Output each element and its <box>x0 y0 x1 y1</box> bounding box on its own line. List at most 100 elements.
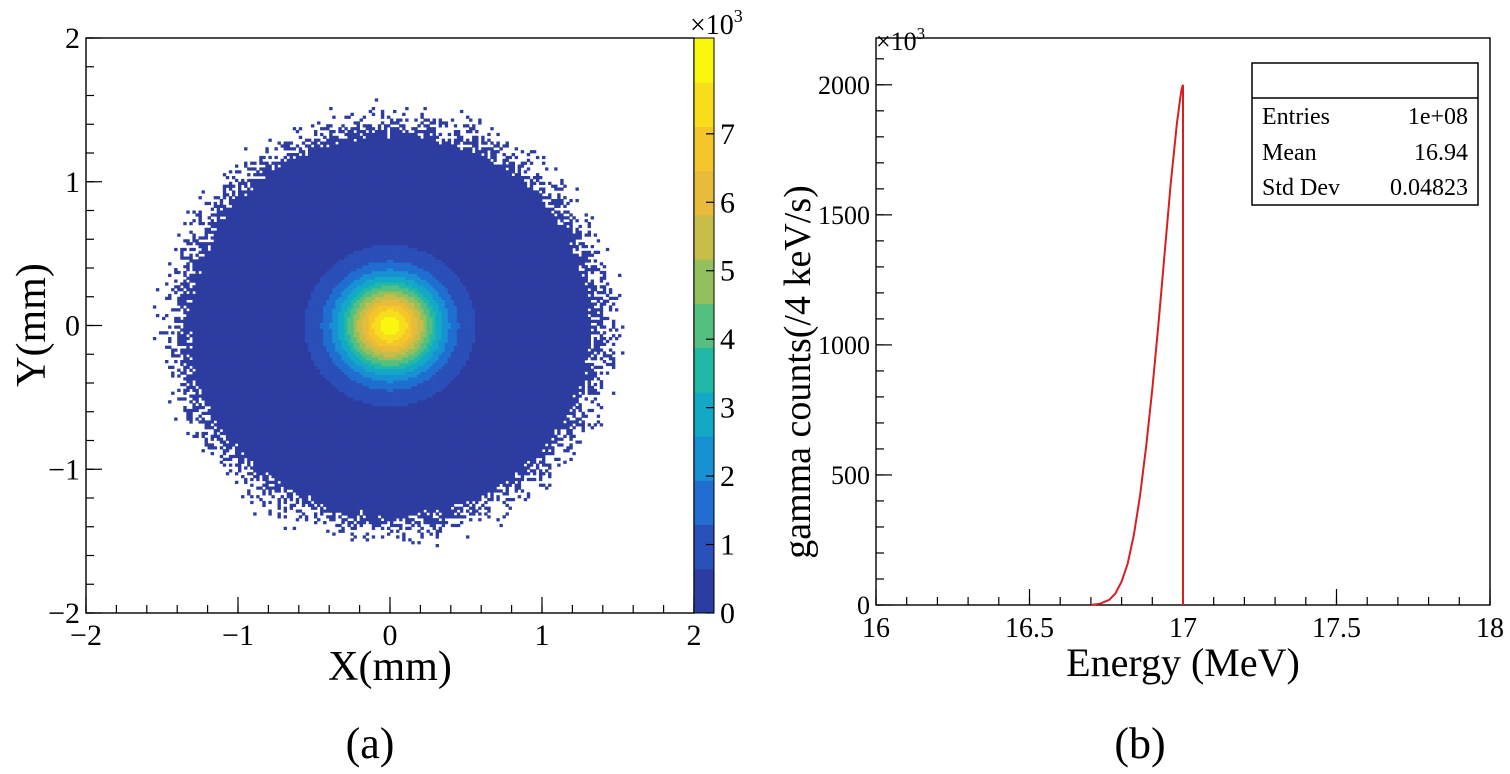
heatmap-cell <box>238 366 241 369</box>
heatmap-cell <box>256 288 259 291</box>
heatmap-cell <box>202 288 205 291</box>
heatmap-cell <box>302 285 305 288</box>
heatmap-cell <box>247 326 250 329</box>
heatmap-cell <box>326 320 329 323</box>
heatmap-cell <box>311 188 314 191</box>
heatmap-cell <box>217 323 220 326</box>
heatmap-cell <box>293 254 296 257</box>
heatmap-cell <box>241 403 244 406</box>
heatmap-cell <box>250 228 253 231</box>
heatmap-cell <box>323 254 326 257</box>
heatmap-cell <box>305 308 308 311</box>
heatmap-cell <box>308 441 311 444</box>
heatmap-cell <box>198 259 201 262</box>
heatmap-cell <box>265 297 268 300</box>
heatmap-cell <box>177 374 180 377</box>
heatmap-cell <box>223 257 226 260</box>
heatmap-cell <box>326 346 329 349</box>
heatmap-cell <box>308 288 311 291</box>
heatmap-cell <box>311 234 314 237</box>
heatmap-cell <box>308 303 311 306</box>
heatmap-cell <box>250 245 253 248</box>
heatmap-cell <box>238 248 241 251</box>
heatmap-cell <box>287 484 290 487</box>
heatmap-cell <box>208 202 211 205</box>
heatmap-cell <box>238 386 241 389</box>
heatmap-cell <box>323 285 326 288</box>
heatmap-cell <box>284 331 287 334</box>
heatmap-cell <box>223 377 226 380</box>
heatmap-cell <box>250 331 253 334</box>
heatmap-cell <box>274 409 277 412</box>
heatmap-cell <box>265 435 268 438</box>
heatmap-cell <box>293 193 296 196</box>
heatmap-cell <box>317 156 320 159</box>
heatmap-cell <box>329 340 332 343</box>
heatmap-cell <box>253 363 256 366</box>
heatmap-cell <box>183 389 186 392</box>
heatmap-cell <box>314 458 317 461</box>
heatmap-cell <box>299 443 302 446</box>
heatmap-cell <box>314 182 317 185</box>
heatmap-cell <box>314 507 317 510</box>
heatmap-cell <box>177 397 180 400</box>
heatmap-cell <box>253 265 256 268</box>
heatmap-cell <box>293 199 296 202</box>
heatmap-cell <box>247 372 250 375</box>
heatmap-cell <box>229 222 232 225</box>
heatmap-cell <box>311 366 314 369</box>
heatmap-cell <box>214 285 217 288</box>
heatmap-cell <box>305 159 308 162</box>
heatmap-cell <box>290 406 293 409</box>
heatmap-cell <box>320 239 323 242</box>
heatmap-cell <box>290 179 293 182</box>
heatmap-cell <box>229 372 232 375</box>
heatmap-cell <box>241 199 244 202</box>
heatmap-cell <box>320 418 323 421</box>
heatmap-cell <box>171 392 174 395</box>
heatmap-cell <box>296 162 299 165</box>
heatmap-cell <box>265 386 268 389</box>
heatmap-cell <box>226 231 229 234</box>
heatmap-cell <box>241 449 244 452</box>
heatmap-cell <box>326 372 329 375</box>
heatmap-cell <box>314 213 317 216</box>
heatmap-cell <box>299 331 302 334</box>
heatmap-cell <box>223 449 226 452</box>
heatmap-cell <box>186 360 189 363</box>
heatmap-cell <box>205 300 208 303</box>
heatmap-cell <box>278 254 281 257</box>
heatmap-cell <box>211 452 214 455</box>
heatmap-cell <box>253 397 256 400</box>
heatmap-cell <box>299 515 302 518</box>
heatmap-cell <box>281 426 284 429</box>
heatmap-cell <box>262 458 265 461</box>
heatmap-cell <box>262 383 265 386</box>
heatmap-cell <box>302 320 305 323</box>
heatmap-cell <box>314 211 317 214</box>
heatmap-cell <box>311 257 314 260</box>
heatmap-cell <box>205 231 208 234</box>
heatmap-cell <box>281 248 284 251</box>
heatmap-cell <box>320 251 323 254</box>
heatmap-cell <box>296 366 299 369</box>
heatmap-cell <box>244 320 247 323</box>
heatmap-cell <box>274 245 277 248</box>
heatmap-cell <box>293 415 296 418</box>
heatmap-cell <box>259 208 262 211</box>
heatmap-cell <box>195 274 198 277</box>
heatmap-cell <box>302 441 305 444</box>
heatmap-cell <box>217 403 220 406</box>
heatmap-cell <box>180 328 183 331</box>
heatmap-cell <box>314 395 317 398</box>
heatmap-cell <box>290 193 293 196</box>
heatmap-cell <box>329 498 332 501</box>
heatmap-cell <box>205 294 208 297</box>
heatmap-cell <box>323 144 326 147</box>
heatmap-cell <box>232 242 235 245</box>
heatmap-cell <box>244 400 247 403</box>
heatmap-cell <box>293 311 296 314</box>
heatmap-cell <box>268 400 271 403</box>
heatmap-cell <box>265 185 268 188</box>
heatmap-cell <box>253 231 256 234</box>
